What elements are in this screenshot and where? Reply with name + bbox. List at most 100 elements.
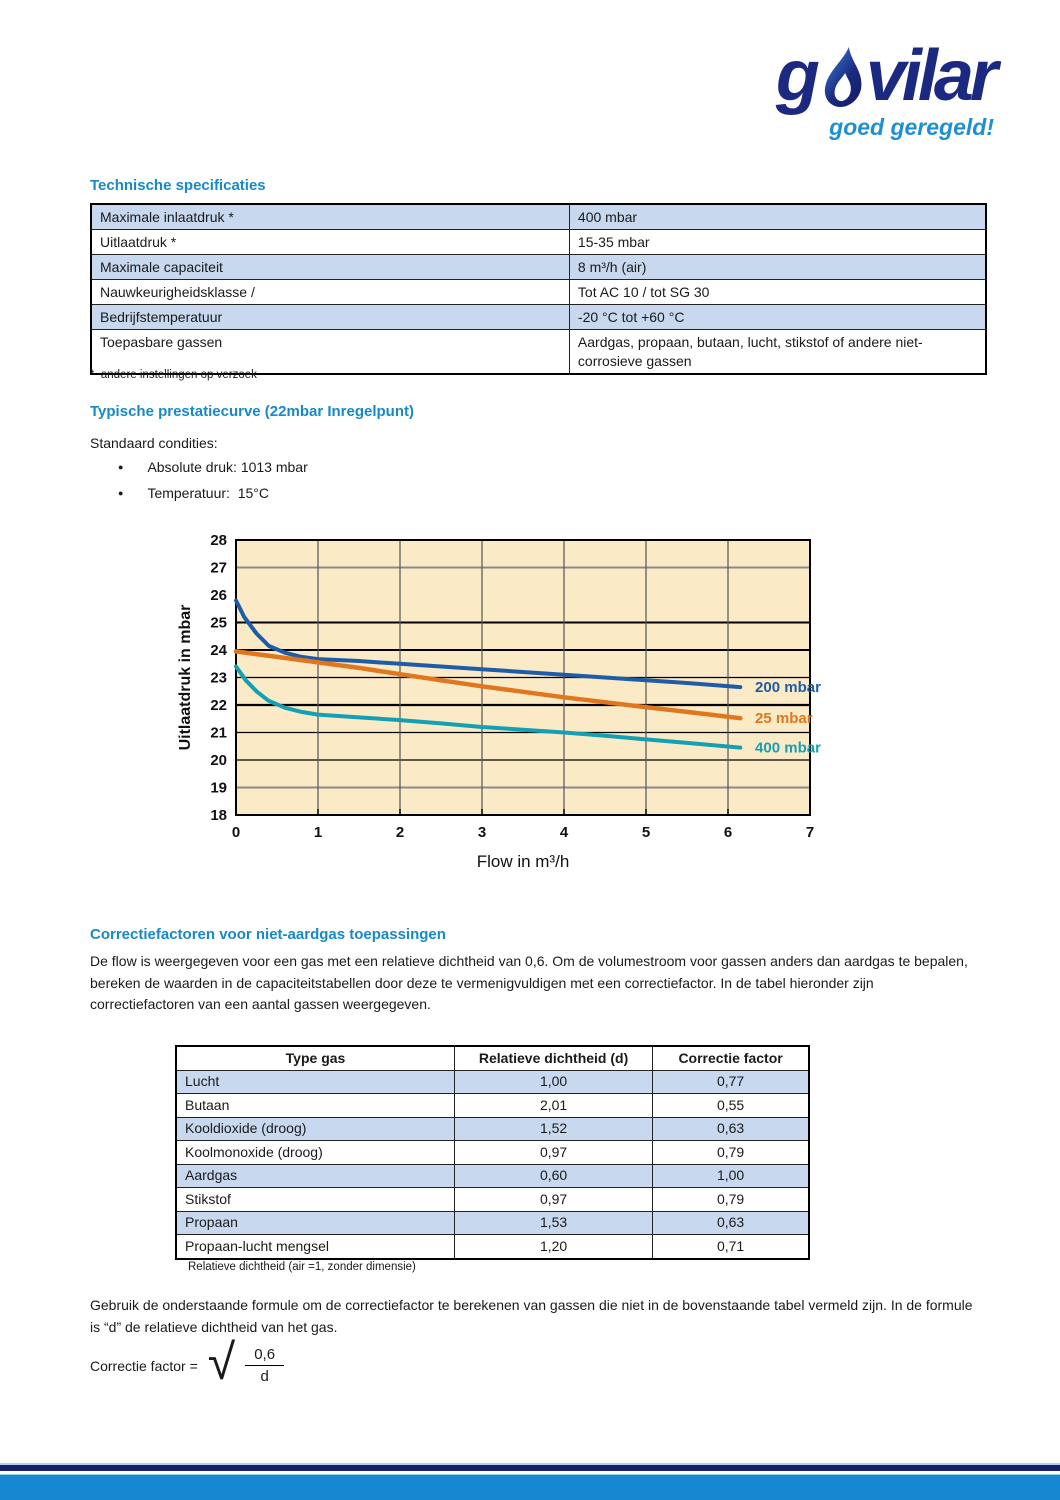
- correction-factor: 0,63: [652, 1116, 810, 1141]
- x-tick-label: 4: [560, 824, 569, 841]
- spec-label: Toepasbare gassen: [90, 329, 570, 375]
- spec-table-row: Nauwkeurigheidsklasse / Tot AC 10 / tot S…: [90, 279, 987, 305]
- gas-name: Kooldioxide (droog): [175, 1116, 456, 1141]
- spec-value: 8 m³/h (air): [568, 254, 987, 280]
- y-axis-title: Uitlaatdruk in mbar: [177, 605, 194, 751]
- column-header: Relatieve dichtheid (d): [454, 1045, 654, 1071]
- correction-table-row: Propaan 1,53 0,63: [175, 1210, 810, 1235]
- spec-table-row: Maximale capaciteit 8 m³/h (air): [90, 254, 987, 280]
- correction-table-row: Aardgas 0,60 1,00: [175, 1163, 810, 1188]
- y-tick-label: 18: [210, 807, 227, 824]
- formula-fraction: 0,6 d: [245, 1346, 285, 1385]
- y-tick-label: 21: [210, 725, 227, 742]
- correction-table-row: Kooldioxide (droog) 1,52 0,63: [175, 1116, 810, 1141]
- correction-table-header-row: Type gas Relatieve dichtheid (d) Correctie…: [175, 1045, 810, 1071]
- spec-table: Maximale inlaatdruk * 400 mbar Uitlaatdruk…: [90, 203, 987, 375]
- footer-stripe-white: [0, 1471, 1060, 1474]
- relative-density: 0,97: [454, 1140, 654, 1165]
- curve-400-mbar: [234, 664, 743, 750]
- fraction-denominator: d: [260, 1368, 269, 1385]
- specs-heading: Technische specificaties: [90, 177, 266, 194]
- correction-table: Type gas Relatieve dichtheid (d) Correctie…: [175, 1045, 810, 1260]
- spec-table-row: Toepasbare gassen Aardgas, propaan, butaa…: [90, 329, 987, 375]
- gas-name: Propaan: [175, 1210, 456, 1235]
- table-caption: Relatieve dichtheid (air =1, zonder dime…: [188, 1261, 416, 1273]
- x-tick-label: 6: [724, 824, 732, 841]
- spec-table-row: Uitlaatdruk * 15-35 mbar: [90, 229, 987, 255]
- x-tick-label: 1: [314, 824, 322, 841]
- bullet-dot-icon: ●: [118, 488, 124, 498]
- relative-density: 1,52: [454, 1116, 654, 1141]
- correction-table-row: Stikstof 0,97 0,79: [175, 1187, 810, 1212]
- gas-name: Propaan-lucht mengsel: [175, 1234, 456, 1259]
- condition-bullet-2: ● Temperatuur: 15°C: [118, 485, 269, 501]
- correction-table-row: Butaan 2,01 0,55: [175, 1093, 810, 1118]
- x-tick-label: 5: [642, 824, 650, 841]
- relative-density: 2,01: [454, 1093, 654, 1118]
- correction-formula: Correctie factor = √ 0,6 d: [90, 1334, 285, 1391]
- x-tick-label: 0: [232, 824, 240, 841]
- relative-density: 1,20: [454, 1234, 654, 1259]
- performance-chart: 200 mbar 25 mbar 400 mbar 18 19 20 21 22 23 24 25 2…: [170, 532, 830, 883]
- y-tick-label: 25: [210, 615, 227, 632]
- spec-value: Aardgas, propaan, butaan, lucht, stiksto…: [568, 329, 987, 375]
- footer-stripe-navy: [0, 1465, 1060, 1471]
- curve-25-mbar: [233, 649, 743, 721]
- formula-label: Correctie factor =: [90, 1357, 198, 1374]
- y-tick-label: 22: [210, 697, 227, 714]
- relative-density: 0,60: [454, 1163, 654, 1188]
- relative-density: 1,00: [454, 1069, 654, 1094]
- sqrt-symbol: √: [207, 1334, 236, 1390]
- footer-stripe-light: [0, 1463, 1060, 1465]
- gas-name: Stikstof: [175, 1187, 456, 1212]
- page-footer: [0, 1463, 1060, 1500]
- fraction-numerator: 0,6: [245, 1346, 285, 1366]
- correction-table-row: Propaan-lucht mengsel 1,20 0,71: [175, 1234, 810, 1259]
- spec-label: Maximale capaciteit: [90, 254, 570, 280]
- gas-name: Butaan: [175, 1093, 456, 1118]
- spec-value: -20 °C tot +60 °C: [568, 304, 987, 330]
- correction-paragraph: De flow is weergegeven voor een gas met …: [90, 953, 968, 1012]
- closing-paragraph: Gebruik de onderstaande formule om de co…: [90, 1297, 973, 1335]
- x-axis-title: Flow in m³/h: [477, 852, 570, 871]
- correction-factor: 0,79: [652, 1187, 810, 1212]
- spec-table-row: Maximale inlaatdruk * 400 mbar: [90, 203, 987, 230]
- series-label: 400 mbar: [755, 740, 821, 757]
- y-tick-label: 24: [210, 642, 227, 659]
- correction-table-row: Koolmonoxide (droog) 0,97 0,79: [175, 1140, 810, 1165]
- correction-factor: 0,79: [652, 1140, 810, 1165]
- relative-density: 0,97: [454, 1187, 654, 1212]
- correction-table-row: Lucht 1,00 0,77: [175, 1069, 810, 1094]
- logo-tagline: goed geregeld!: [829, 114, 994, 140]
- bullet-dot-icon: ●: [118, 462, 124, 472]
- y-tick-label: 23: [210, 670, 227, 687]
- correction-factor: 0,77: [652, 1069, 810, 1094]
- footer-stripe-cyan: [0, 1474, 1060, 1475]
- spec-label: Nauwkeurigheidsklasse /: [90, 279, 570, 305]
- y-tick-label: 26: [210, 587, 227, 604]
- spec-value: 15-35 mbar: [568, 229, 987, 255]
- x-tick-label: 2: [396, 824, 404, 841]
- specs-footnote: * andere instellingen op verzoek: [90, 369, 257, 381]
- correction-factor: 1,00: [652, 1163, 810, 1188]
- logo-text-g: g: [775, 36, 820, 117]
- spec-label: Bedrijfstemperatuur: [90, 304, 570, 330]
- correction-factor: 0,71: [652, 1234, 810, 1259]
- series-label: 25 mbar: [755, 710, 813, 727]
- flame-icon: [824, 47, 862, 107]
- series-label: 200 mbar: [755, 679, 821, 696]
- x-tick-label: 7: [806, 824, 814, 841]
- performance-heading: Typische prestatiecurve (22mbar Inregelp…: [90, 403, 414, 420]
- gas-name: Koolmonoxide (droog): [175, 1140, 456, 1165]
- gas-name: Lucht: [175, 1069, 456, 1094]
- spec-value: Tot AC 10 / tot SG 30: [568, 279, 987, 305]
- gavilar-logo: g vilar goed geregeld!: [775, 36, 998, 141]
- column-header: Type gas: [175, 1045, 456, 1071]
- y-tick-label: 20: [210, 752, 227, 769]
- conditions-label: Standaard condities:: [90, 435, 218, 451]
- correction-heading: Correctiefactoren voor niet-aardgas toep…: [90, 926, 446, 943]
- x-tick-label: 3: [478, 824, 486, 841]
- y-tick-label: 28: [210, 533, 227, 549]
- spec-table-row: Bedrijfstemperatuur -20 °C tot +60 °C: [90, 304, 987, 330]
